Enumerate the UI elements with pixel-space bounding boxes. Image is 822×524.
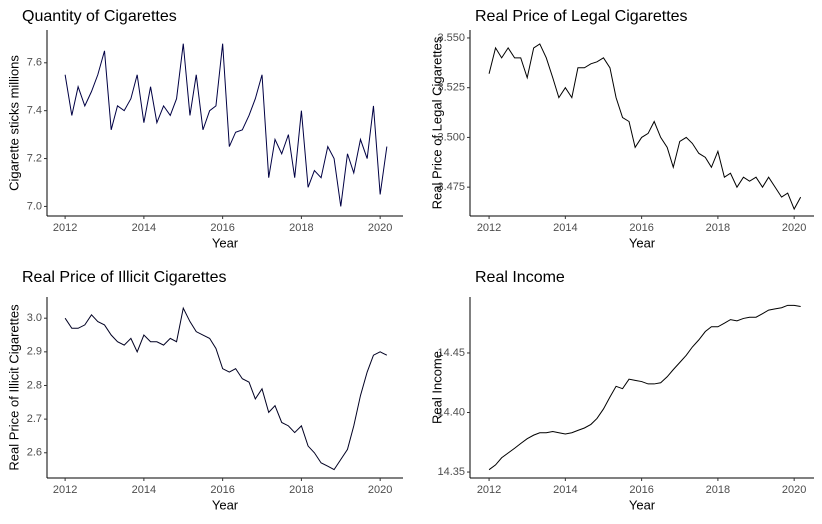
y-tick-label: 14.45: [437, 347, 465, 359]
y-axis-label: Cigarette sticks millions: [6, 55, 21, 191]
x-tick-label: 2018: [289, 484, 313, 496]
y-tick-label: 2.7: [27, 413, 42, 425]
x-tick-label: 2016: [629, 222, 653, 234]
x-tick-label: 2018: [706, 484, 730, 496]
y-tick-label: 3.475: [437, 181, 465, 193]
x-axis-label: Year: [629, 235, 656, 250]
y-tick-label: 3.525: [437, 82, 465, 94]
chart-title: Real Price of Legal Cigarettes: [475, 8, 688, 25]
x-tick-label: 2020: [368, 222, 392, 234]
x-tick-label: 2018: [289, 222, 313, 234]
line: [488, 43, 802, 211]
x-tick-label: 2016: [210, 484, 234, 496]
y-axis-label: Real Price of Legal Cigarettes: [429, 36, 444, 209]
y-tick-label: 3.500: [437, 131, 465, 143]
x-tick-label: 2020: [782, 222, 806, 234]
y-tick-label: 14.35: [437, 466, 465, 478]
y-axis-label: Real Income: [429, 351, 444, 424]
x-axis-label: Year: [212, 235, 239, 250]
x-tick-label: 2016: [629, 484, 653, 496]
x-tick-label: 2020: [368, 484, 392, 496]
x-tick-label: 2012: [477, 222, 501, 234]
line: [64, 306, 388, 471]
x-axis-label: Year: [629, 497, 656, 512]
line: [488, 304, 801, 471]
y-axis-label: Real Price of Illicit Cigarettes: [6, 304, 21, 471]
x-tick-label: 2012: [53, 484, 77, 496]
y-tick-label: 2.8: [27, 379, 42, 391]
chart-title: Real Price of Illicit Cigarettes: [22, 269, 227, 286]
y-tick-label: 7.0: [27, 200, 42, 212]
y-tick-label: 2.9: [27, 346, 42, 358]
x-tick-label: 2018: [706, 222, 730, 234]
x-tick-label: 2012: [53, 222, 77, 234]
y-tick-label: 2.6: [27, 447, 42, 459]
x-tick-label: 2014: [553, 222, 577, 234]
x-tick-label: 2012: [477, 484, 501, 496]
y-tick-label: 3.0: [27, 312, 42, 324]
y-tick-label: 14.40: [437, 406, 465, 418]
y-tick-label: 3.550: [437, 32, 465, 44]
chart-title: Quantity of Cigarettes: [22, 8, 177, 25]
x-tick-label: 2020: [782, 484, 806, 496]
y-tick-label: 7.6: [27, 57, 42, 69]
x-tick-label: 2014: [553, 484, 577, 496]
x-axis-label: Year: [212, 497, 239, 512]
chart-title: Real Income: [475, 269, 565, 286]
line: [64, 43, 388, 207]
x-tick-label: 2016: [210, 222, 234, 234]
y-tick-label: 7.2: [27, 152, 42, 164]
x-tick-label: 2014: [132, 484, 156, 496]
y-tick-label: 7.4: [27, 105, 42, 117]
x-tick-label: 2014: [132, 222, 156, 234]
